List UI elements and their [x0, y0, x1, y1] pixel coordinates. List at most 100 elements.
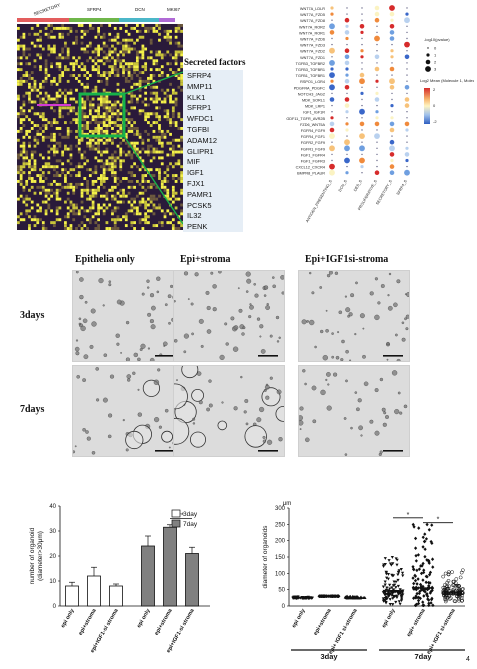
organoid-shape: [374, 314, 380, 321]
dotplot-dot: [374, 121, 380, 127]
dotplot-dot: [376, 86, 378, 89]
y-unit-label: μm: [283, 501, 291, 507]
heatmap-cell: [94, 127, 98, 130]
heatmap-cell: [97, 103, 100, 107]
heatmap-cell: [169, 41, 172, 45]
heatmap-cell: [147, 209, 150, 213]
heatmap-cell: [105, 82, 109, 86]
dotplot-dot: [344, 17, 350, 23]
dotplot-dot: [390, 104, 394, 108]
heatmap-cell: [155, 197, 159, 201]
scatter-point: [391, 603, 395, 606]
heatmap-cell: [55, 191, 59, 195]
organoid-shape: [242, 326, 246, 330]
heatmap-cell: [80, 109, 84, 113]
heatmap-cell: [33, 159, 37, 163]
heatmap-cell: [127, 144, 131, 148]
heatmap-cell: [41, 97, 45, 101]
heatmap-cell: [75, 182, 78, 186]
heatmap-cell: [116, 118, 120, 122]
heatmap-cell: [102, 141, 106, 145]
heatmap-cell: [116, 129, 120, 133]
heatmap-cell: [80, 138, 84, 142]
heatmap-cell: [80, 227, 84, 230]
dotplot-row-label: IGF1_IGF1R: [303, 111, 325, 115]
heatmap-cell: [36, 185, 40, 189]
heatmap-cell: [41, 185, 45, 189]
heatmap-cell: [119, 65, 123, 69]
heatmap-cell: [163, 109, 167, 113]
heatmap-cell: [94, 85, 98, 89]
organoid-shape: [309, 271, 312, 275]
heatmap-cell: [47, 35, 51, 39]
dotplot-dot: [376, 165, 378, 168]
scatter-point: [441, 574, 446, 579]
secreted-factor-item: IGF1: [183, 167, 243, 179]
heatmap-cell: [19, 179, 23, 183]
heatmap-cell: [88, 112, 92, 116]
organoid-shape: [304, 382, 307, 386]
organoid-shape: [245, 290, 249, 293]
heatmap-cell: [133, 62, 136, 66]
organoid-shape: [343, 417, 347, 420]
heatmap-cell: [152, 91, 156, 95]
dotplot-dot: [404, 85, 410, 90]
scatter-point: [427, 603, 431, 608]
heatmap-cell: [174, 35, 178, 39]
heatmap-cell: [94, 141, 98, 145]
heatmap-cell: [113, 74, 117, 77]
organoid-shape: [192, 417, 196, 421]
organoid-shape: [79, 294, 84, 300]
organoid-shape: [107, 434, 112, 439]
heatmap-cell: [177, 68, 181, 72]
organoid-shape: [245, 422, 249, 426]
heatmap-cell: [135, 206, 139, 210]
heatmap-cell: [77, 162, 81, 166]
organoid-shape: [404, 317, 407, 321]
heatmap-cell: [119, 162, 123, 166]
heatmap-cell: [149, 209, 153, 213]
organoid-shape: [320, 329, 324, 334]
heatmap-cell: [77, 174, 81, 178]
heatmap-cell: [88, 141, 92, 145]
heatmap-cell: [111, 112, 114, 116]
heatmap-cell: [180, 135, 183, 139]
dotplot-dot: [375, 116, 379, 120]
heatmap-cell: [122, 150, 125, 154]
scatter-point: [446, 578, 451, 583]
heatmap-cell: [75, 174, 78, 178]
organoid-shape: [127, 378, 131, 382]
organoid-shape: [98, 278, 104, 284]
dotplot-row-label: BMPR8_PLAUR: [297, 172, 325, 176]
organoid-shape: [156, 290, 160, 294]
size-legend-label: 2: [434, 60, 437, 65]
organoid-shape: [125, 357, 130, 361]
heatmap-cell: [28, 171, 31, 175]
organoid-shape: [338, 310, 343, 315]
heatmap-cell: [36, 209, 40, 213]
heatmap-cell: [105, 53, 109, 57]
heatmap-cell: [166, 194, 170, 198]
heatmap-cell: [80, 115, 84, 119]
heatmap-cell: [19, 56, 23, 60]
organoid-shape: [86, 436, 91, 441]
heatmap-cell: [94, 88, 98, 92]
heatmap-cell: [100, 24, 103, 27]
organoid-shape: [82, 318, 88, 324]
heatmap-cell: [83, 68, 87, 72]
heatmap-cell: [163, 185, 167, 189]
heatmap-cell: [39, 65, 42, 69]
heatmap-cell: [44, 209, 48, 213]
heatmap-cell: [88, 144, 92, 148]
dotplot-dot: [406, 68, 408, 70]
heatmap-cell: [141, 200, 145, 204]
heatmap-cell: [138, 203, 142, 207]
heatmap-cell: [86, 132, 89, 136]
heatmap-cell: [17, 129, 20, 133]
heatmap-cell: [113, 112, 117, 116]
heatmap-cell: [102, 74, 106, 77]
dotplot-dot: [374, 5, 380, 11]
bar-chart-panel: 0 10 20 30 40 number of organoid (diameter>30μ…: [20, 496, 245, 661]
heatmap-cell: [119, 112, 123, 116]
heatmap-cell: [174, 100, 178, 104]
